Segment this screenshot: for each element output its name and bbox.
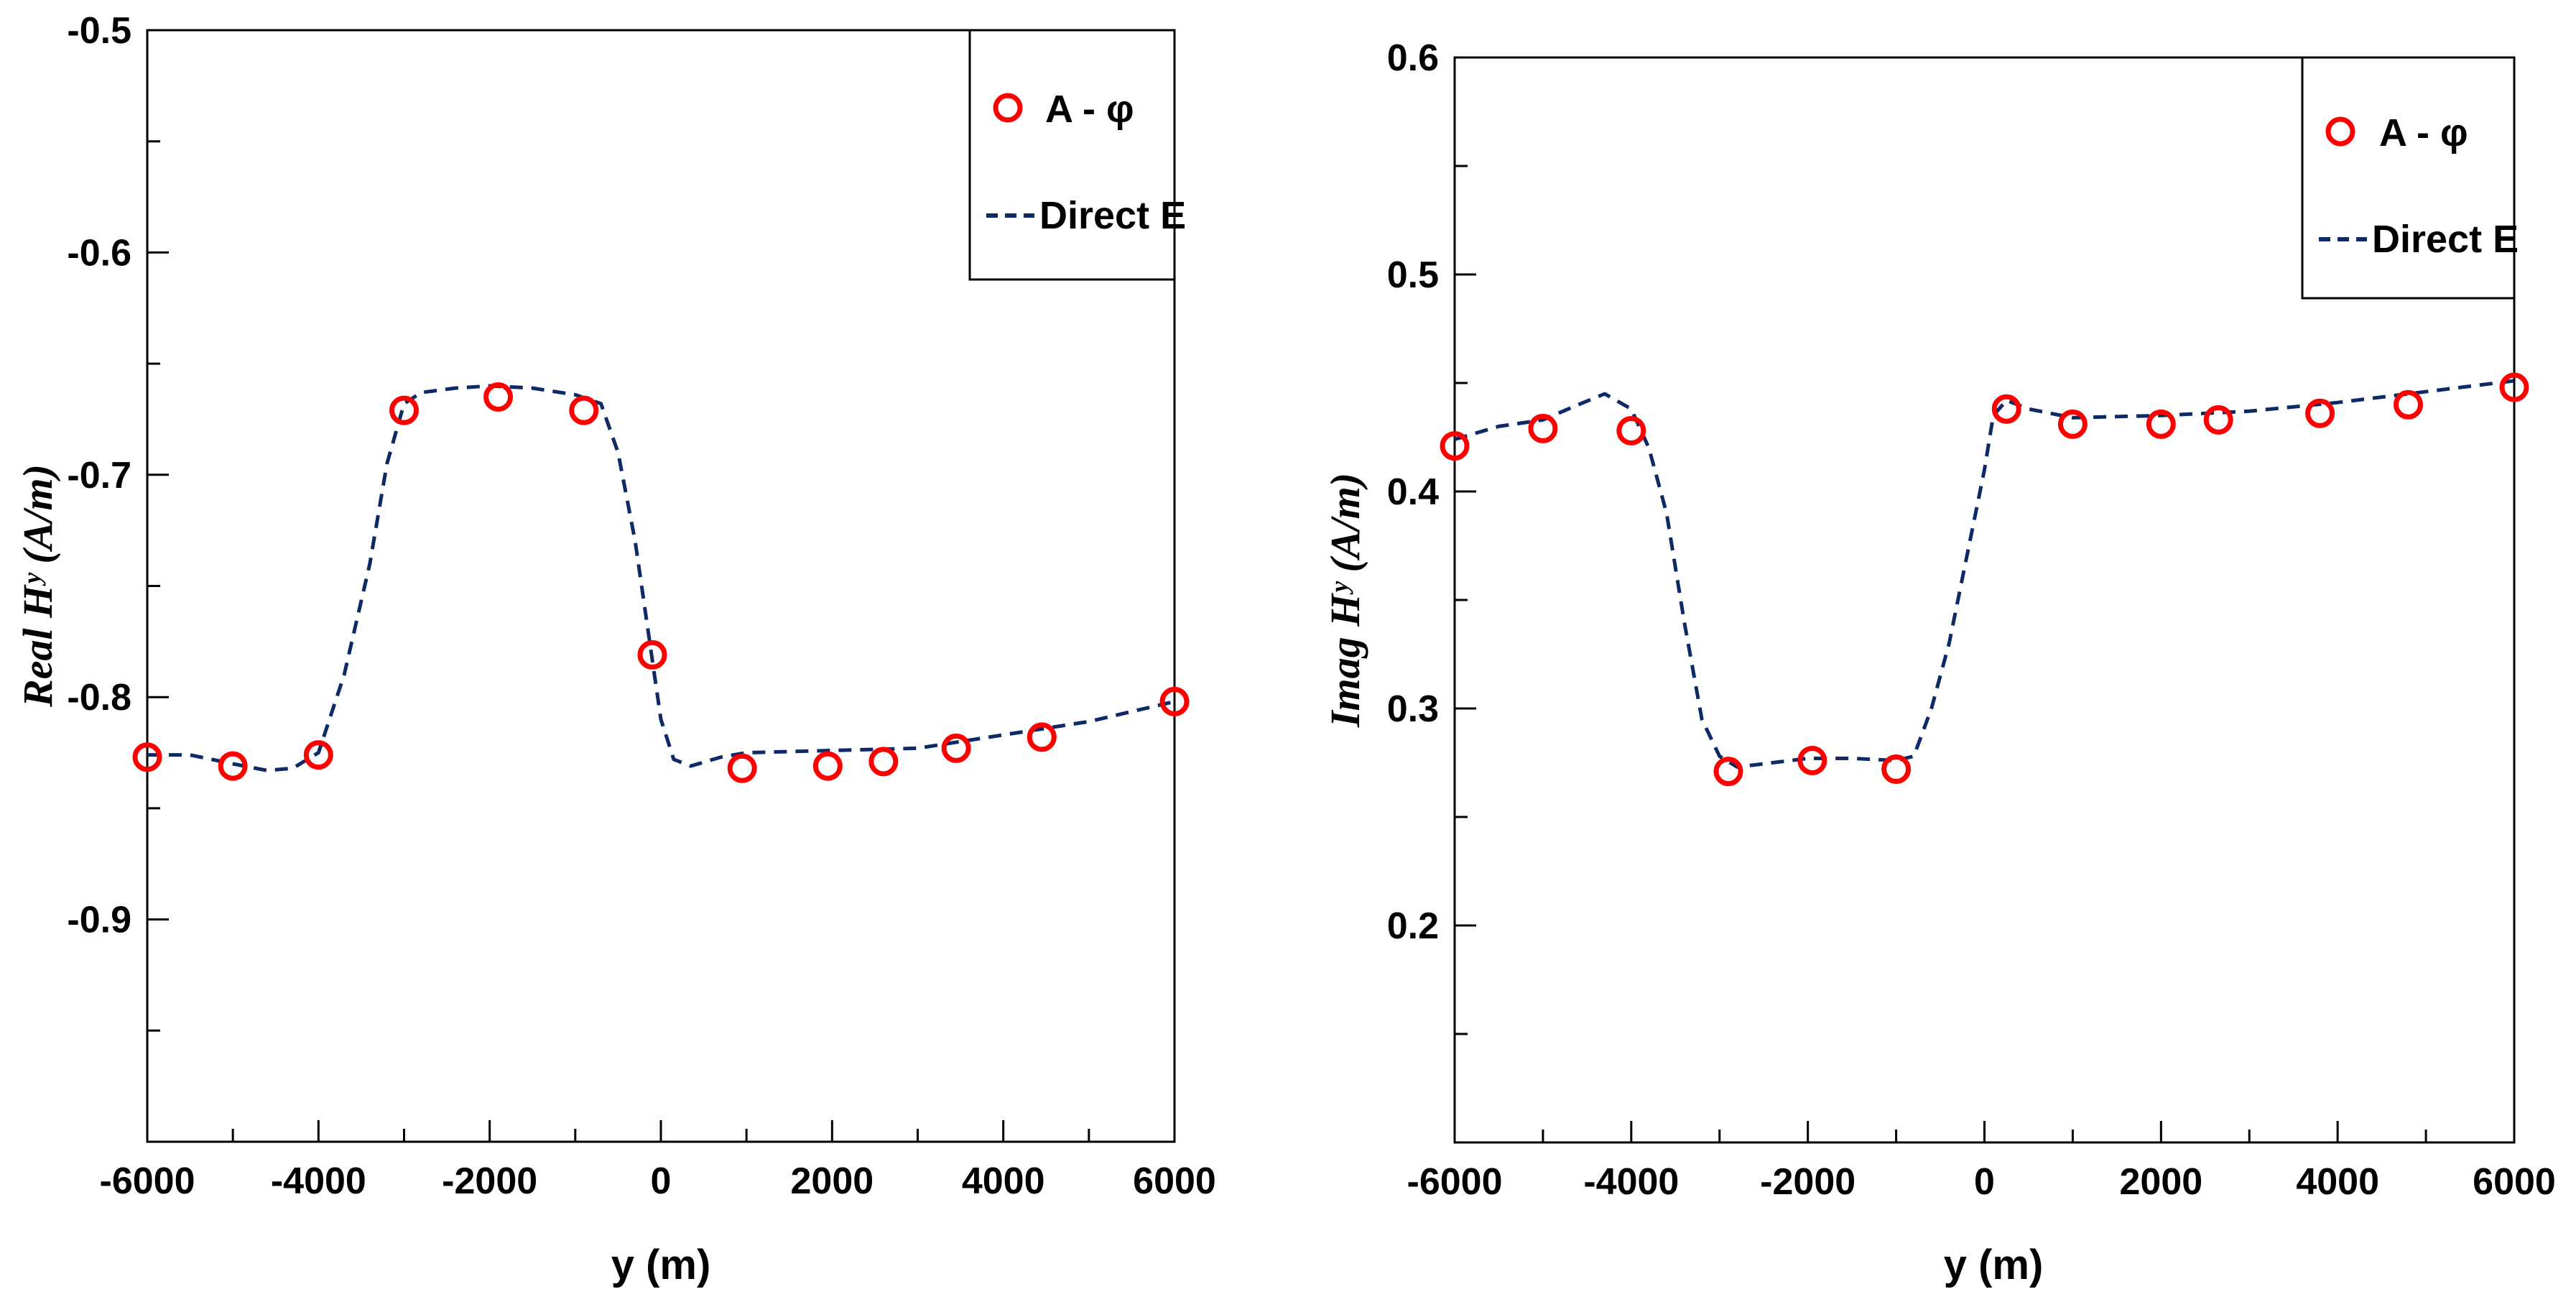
y-ticks: -0.5 -0.6 -0.7 -0.8 -0.9	[67, 10, 169, 1143]
a-phi-data-point	[941, 733, 971, 763]
a-phi-data-point	[569, 395, 599, 425]
y-tick-label: 0.6	[1387, 37, 1439, 79]
a-phi-data-point	[1881, 754, 1912, 785]
direct-e-series-line	[1454, 379, 2515, 770]
y-tick-label: -0.5	[67, 10, 131, 52]
a-phi-data-point	[1528, 413, 1558, 443]
x-ticks: -6000 -4000 -2000 0 2000 4000 6000	[100, 1120, 1216, 1202]
a-phi-markers	[1440, 372, 2529, 787]
legend: A - φ Direct E	[968, 29, 1186, 281]
x-axis-label: y (m)	[1944, 1242, 2044, 1288]
plot-area-real-hy: -0.5 -0.6 -0.7 -0.8 -0.9 -6000 -4000 -2000 0 200…	[67, 10, 1215, 1202]
chart-imag-hy: 0.6 0.5 0.4 0.3 0.2 -6000 -4000 -2000 0 2000 4000…	[1322, 37, 2556, 1288]
legend-label-a-phi: A - φ	[2379, 111, 2468, 154]
a-phi-data-point	[2146, 409, 2176, 439]
y-tick-label: 0.2	[1387, 905, 1439, 947]
legend: A - φ Direct E	[2301, 56, 2519, 300]
legend-marker-a-phi	[2325, 116, 2355, 147]
x-tick-label: 6000	[2473, 1161, 2556, 1203]
y-tick-label: -0.7	[67, 455, 131, 497]
y-tick-label: 0.3	[1387, 688, 1439, 730]
a-phi-data-point	[2394, 389, 2423, 420]
x-tick-label: -6000	[1407, 1161, 1503, 1203]
x-tick-label: 2000	[790, 1160, 874, 1202]
direct-e-series-line	[147, 384, 1175, 772]
x-tick-label: 2000	[2119, 1161, 2202, 1203]
a-phi-data-point	[868, 747, 899, 777]
x-tick-label: -2000	[442, 1160, 537, 1202]
a-phi-data-point	[132, 742, 162, 772]
a-phi-data-point	[1440, 431, 1470, 461]
a-phi-data-point	[389, 395, 419, 425]
plot-area-imag-hy: 0.6 0.5 0.4 0.3 0.2 -6000 -4000 -2000 0 2000 4000…	[1387, 37, 2556, 1203]
legend-label-direct-e: Direct E	[1039, 194, 1186, 237]
y-tick-label: -0.6	[67, 232, 131, 274]
x-tick-label: 4000	[2296, 1161, 2379, 1203]
legend-label-a-phi: A - φ	[1045, 88, 1134, 131]
direct-e-line	[147, 384, 1175, 772]
a-phi-data-point	[303, 740, 333, 770]
a-phi-data-point	[218, 751, 248, 781]
x-tick-label: 4000	[962, 1160, 1045, 1202]
a-phi-markers	[132, 382, 1190, 783]
a-phi-data-point	[727, 753, 757, 783]
x-tick-label: -2000	[1760, 1161, 1855, 1203]
x-axis-label: y (m)	[611, 1242, 711, 1288]
y-tick-label: 0.5	[1387, 254, 1439, 296]
y-ticks: 0.6 0.5 0.4 0.3 0.2	[1387, 37, 1476, 1144]
legend-box	[2301, 56, 2516, 300]
x-tick-label: 0	[1974, 1161, 1995, 1203]
a-phi-data-point	[1991, 394, 2021, 424]
legend-marker-a-phi	[993, 93, 1023, 123]
a-phi-data-point	[1797, 745, 1827, 775]
y-tick-label: 0.4	[1387, 471, 1439, 513]
legend-label-direct-e: Direct E	[2372, 218, 2519, 261]
y-axis-label: Imag Hʸ (A/m)	[1322, 473, 1368, 728]
x-ticks: -6000 -4000 -2000 0 2000 4000 6000	[1407, 1121, 2556, 1203]
y-tick-label: -0.9	[67, 900, 131, 941]
chart-real-hy: -0.5 -0.6 -0.7 -0.8 -0.9 -6000 -4000 -2000 0 200…	[14, 10, 1216, 1288]
a-phi-data-point	[637, 639, 667, 670]
x-tick-label: -4000	[1583, 1161, 1679, 1203]
a-phi-data-point	[2057, 409, 2088, 439]
x-tick-label: -6000	[100, 1160, 195, 1202]
a-phi-data-point	[1616, 415, 1646, 445]
a-phi-data-point	[1027, 722, 1057, 752]
a-phi-data-point	[483, 382, 514, 412]
direct-e-line	[1454, 379, 2515, 770]
a-phi-data-point	[812, 751, 843, 781]
legend-box	[968, 29, 1176, 281]
a-phi-data-point	[2203, 405, 2233, 435]
a-phi-data-point	[1713, 757, 1743, 787]
y-axis-label: Real Hʸ (A/m)	[14, 464, 61, 708]
a-phi-data-point	[2305, 398, 2335, 428]
a-phi-data-point	[1159, 686, 1190, 716]
x-tick-label: 6000	[1133, 1160, 1216, 1202]
x-tick-label: -4000	[271, 1160, 366, 1202]
a-phi-data-point	[2499, 372, 2529, 402]
y-tick-label: -0.8	[67, 677, 131, 719]
x-tick-label: 0	[651, 1160, 672, 1202]
